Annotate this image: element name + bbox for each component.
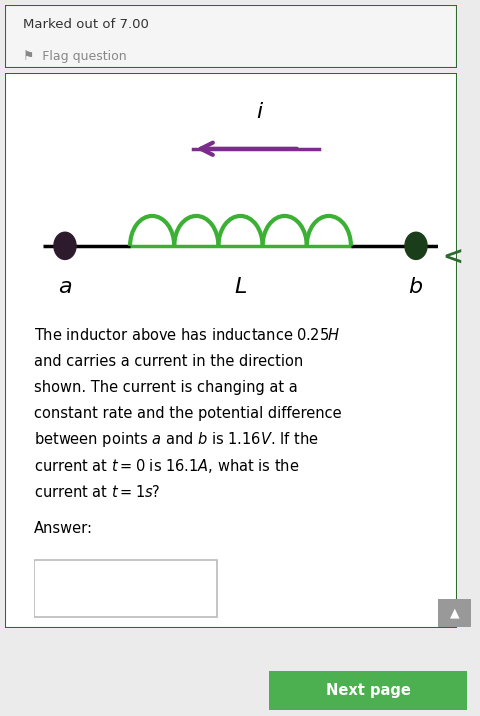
Text: and carries a current in the direction: and carries a current in the direction <box>34 354 302 369</box>
Text: current at $t=0$ is $16.1A$, what is the: current at $t=0$ is $16.1A$, what is the <box>34 457 299 475</box>
Text: The inductor above has inductance $0.25H$: The inductor above has inductance $0.25H… <box>34 327 339 343</box>
Text: ▲: ▲ <box>449 606 458 619</box>
Text: shown. The current is changing at a: shown. The current is changing at a <box>34 380 297 395</box>
Text: constant rate and the potential difference: constant rate and the potential differen… <box>34 406 341 421</box>
Text: $\mathbf{\mathit{L}}$: $\mathbf{\mathit{L}}$ <box>233 277 247 297</box>
FancyBboxPatch shape <box>437 599 470 627</box>
Circle shape <box>54 232 76 259</box>
FancyBboxPatch shape <box>253 668 480 713</box>
Text: Answer:: Answer: <box>34 521 93 536</box>
Text: between points $a$ and $b$ is $1.16V$. If the: between points $a$ and $b$ is $1.16V$. I… <box>34 430 318 449</box>
Text: ⚑  Flag question: ⚑ Flag question <box>23 50 126 64</box>
Text: $\mathbf{\mathit{b}}$: $\mathbf{\mathit{b}}$ <box>408 277 423 297</box>
Text: Next page: Next page <box>325 683 409 698</box>
Text: Marked out of 7.00: Marked out of 7.00 <box>23 18 148 31</box>
Text: current at $t=1s$?: current at $t=1s$? <box>34 484 160 500</box>
Text: <: < <box>441 246 462 270</box>
Circle shape <box>404 232 426 259</box>
FancyBboxPatch shape <box>34 560 217 617</box>
FancyBboxPatch shape <box>5 5 456 68</box>
FancyBboxPatch shape <box>5 73 456 628</box>
Text: $\mathit{i}$: $\mathit{i}$ <box>256 102 264 122</box>
Text: $\mathbf{\mathit{a}}$: $\mathbf{\mathit{a}}$ <box>58 277 72 297</box>
